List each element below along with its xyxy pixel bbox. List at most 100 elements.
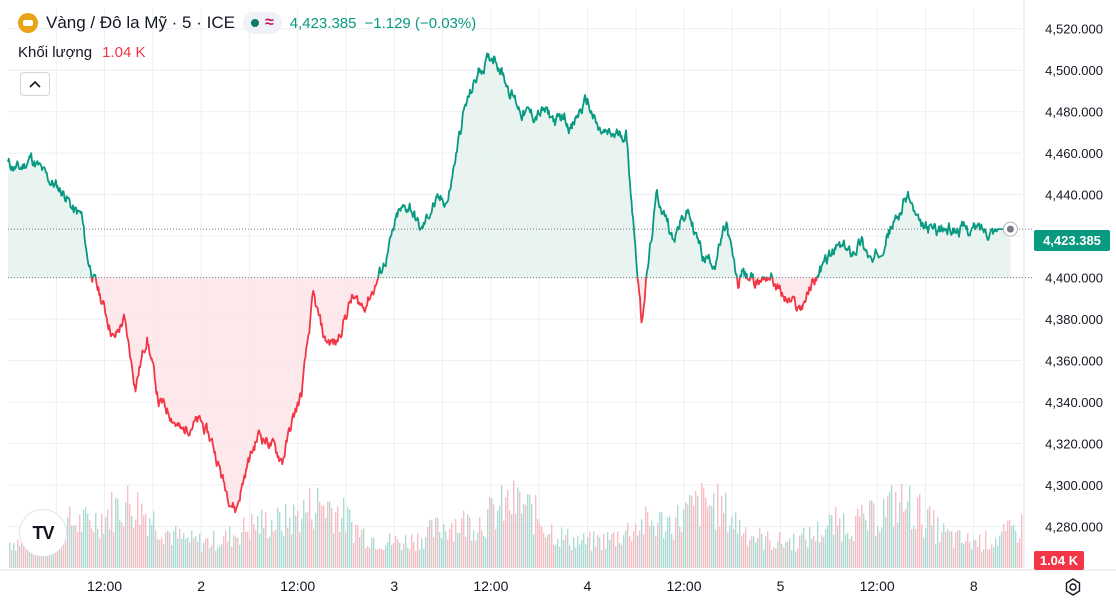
volume-bar	[427, 527, 429, 568]
volume-bar	[979, 534, 981, 568]
volume-bar	[471, 540, 473, 568]
volume-bar	[605, 548, 607, 568]
volume-bar	[567, 528, 569, 568]
volume-bar	[945, 531, 947, 568]
volume-bar	[419, 549, 421, 568]
volume-bar	[851, 536, 853, 568]
volume-bar	[1007, 520, 1009, 568]
volume-bar	[795, 551, 797, 568]
gear-icon[interactable]	[1064, 578, 1082, 596]
volume-bar	[433, 537, 435, 568]
volume-bar	[203, 542, 205, 568]
volume-bar	[379, 548, 381, 568]
collapse-button[interactable]	[20, 72, 50, 96]
volume-bar	[643, 534, 645, 568]
volume-bar	[455, 519, 457, 568]
volume-bar	[451, 523, 453, 568]
volume-bar	[515, 513, 517, 568]
volume-bar	[1013, 525, 1015, 568]
volume-bar	[83, 509, 85, 568]
volume-bar	[611, 534, 613, 568]
volume-bar	[307, 511, 309, 568]
volume-bar	[623, 535, 625, 568]
volume-bar	[673, 539, 675, 568]
volume-bar	[577, 536, 579, 568]
volume-bar	[765, 535, 767, 568]
x-tick-label: 2	[197, 578, 205, 594]
volume-bar	[339, 531, 341, 568]
volume-bar	[487, 509, 489, 568]
volume-bar	[793, 533, 795, 568]
volume-bar	[435, 517, 437, 568]
volume-label[interactable]: Khối lượng	[18, 44, 93, 61]
volume-bar	[257, 515, 259, 568]
volume-bar	[829, 514, 831, 568]
status-pill[interactable]: ≈	[242, 12, 282, 34]
volume-bar	[717, 483, 719, 568]
line-up	[769, 272, 774, 279]
volume-bar	[151, 524, 153, 568]
volume-bar	[265, 512, 267, 568]
chevron-up-icon	[29, 80, 41, 88]
volume-bar	[477, 532, 479, 568]
volume-bar	[315, 512, 317, 568]
volume-bar	[391, 544, 393, 568]
volume-bar	[869, 500, 871, 568]
line-down	[636, 277, 648, 324]
volume-bar	[67, 517, 69, 568]
volume-bars	[9, 480, 1023, 568]
volume-bar	[831, 515, 833, 568]
volume-bar	[79, 514, 81, 568]
line-up	[745, 272, 749, 278]
volume-bar	[491, 498, 493, 568]
volume-bar	[447, 539, 449, 568]
approx-wave-icon: ≈	[264, 14, 274, 31]
volume-bar	[159, 540, 161, 568]
tradingview-logo[interactable]: TV	[20, 510, 66, 556]
volume-bar	[991, 544, 993, 568]
y-tick-label: 4,500.000	[1045, 63, 1103, 78]
volume-bar	[759, 528, 761, 568]
volume-bar	[115, 497, 117, 568]
volume-bar	[199, 533, 201, 568]
x-tick-label: 12:00	[860, 578, 895, 594]
symbol-title[interactable]: Vàng / Đô la Mỹ · 5 · ICE	[46, 13, 235, 32]
volume-bar	[497, 510, 499, 568]
volume-bar	[579, 544, 581, 568]
volume-bar	[255, 530, 257, 568]
volume-bar	[189, 542, 191, 568]
volume-bar	[901, 483, 903, 568]
volume-bar	[323, 505, 325, 568]
volume-bar	[633, 531, 635, 568]
volume-bar	[243, 517, 245, 568]
volume-bar	[309, 488, 311, 568]
volume-bar	[733, 529, 735, 568]
volume-bar	[883, 499, 885, 568]
volume-bar	[861, 504, 863, 568]
volume-bar	[723, 512, 725, 568]
volume-bar	[335, 512, 337, 568]
y-axis: 4,280.000 4,300.000 4,320.000 4,340.000 4,36…	[1045, 22, 1103, 535]
volume-bar	[771, 549, 773, 568]
volume-bar	[325, 518, 327, 568]
volume-bar	[135, 519, 137, 568]
volume-bar	[479, 517, 481, 568]
volume-bar	[841, 541, 843, 568]
volume-bar	[63, 526, 65, 568]
volume-bar	[603, 533, 605, 568]
volume-bar	[155, 530, 157, 568]
volume-bar	[855, 515, 857, 568]
volume-bar	[989, 549, 991, 568]
line-down	[771, 277, 818, 312]
volume-bar	[977, 546, 979, 568]
volume-bar	[711, 506, 713, 568]
volume-bar	[439, 532, 441, 568]
volume-bar	[251, 513, 253, 568]
volume-bar	[801, 533, 803, 568]
y-tick-label: 4,460.000	[1045, 146, 1103, 161]
volume-bar	[387, 542, 389, 568]
volume-bar	[123, 526, 125, 568]
volume-bar	[267, 538, 269, 568]
x-tick-label: 12:00	[87, 578, 122, 594]
